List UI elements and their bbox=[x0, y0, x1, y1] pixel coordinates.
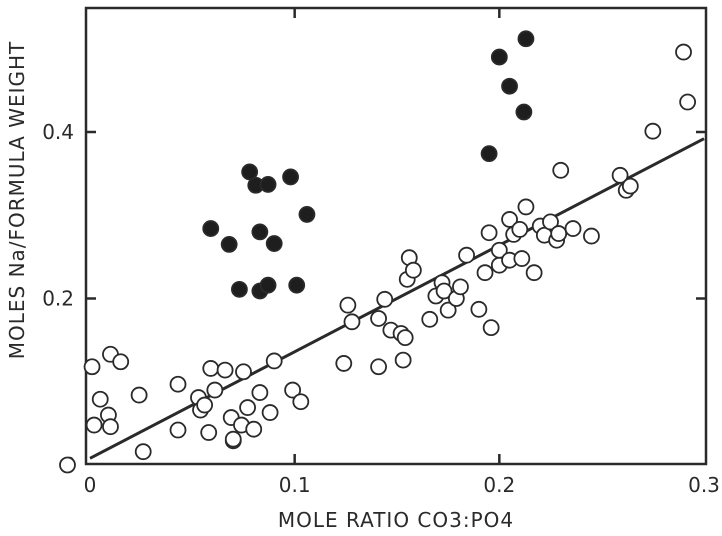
open-data-point-29 bbox=[284, 381, 302, 399]
filled-data-point-5 bbox=[251, 223, 269, 241]
filled-data-point-12 bbox=[298, 206, 316, 223]
open-data-point-57 bbox=[490, 241, 508, 259]
open-data-point-1 bbox=[85, 416, 103, 434]
axis-ticks bbox=[86, 8, 706, 464]
tick-labels: 0 0.1 0.2 0.3 0.2 0.4 0 bbox=[42, 120, 720, 497]
open-data-point-54 bbox=[480, 224, 498, 242]
open-data-point-52 bbox=[470, 300, 488, 318]
open-data-point-59 bbox=[501, 211, 518, 228]
plot-area bbox=[84, 6, 708, 466]
open-data-point-15 bbox=[200, 424, 218, 441]
open-data-point-51 bbox=[458, 246, 475, 264]
y-tick-label-1: 0.4 bbox=[42, 120, 74, 144]
open-data-point-71 bbox=[564, 220, 582, 237]
open-data-point-3 bbox=[91, 390, 109, 408]
open-data-point-61 bbox=[511, 221, 529, 238]
open-data-point-40 bbox=[396, 329, 414, 347]
filled-data-point-8 bbox=[259, 176, 277, 193]
open-data-point-23 bbox=[235, 363, 252, 381]
filled-data-point-16 bbox=[515, 103, 533, 121]
open-data-point-50 bbox=[452, 278, 469, 296]
filled-data-point-2 bbox=[231, 280, 248, 298]
open-data-point-27 bbox=[261, 404, 279, 421]
data-points bbox=[59, 30, 697, 474]
open-data-point-24 bbox=[239, 399, 256, 416]
open-data-point-77 bbox=[675, 43, 692, 61]
open-data-point-16 bbox=[202, 360, 220, 377]
regression-line bbox=[89, 137, 705, 460]
open-data-point-28 bbox=[265, 352, 283, 370]
x-axis-label: MOLE RATIO CO3:PO4 bbox=[278, 508, 514, 532]
open-data-point-73 bbox=[611, 166, 629, 184]
x-tick-label-0: 0 bbox=[84, 473, 97, 497]
open-data-point-62 bbox=[513, 250, 531, 267]
open-data-point-33 bbox=[343, 313, 361, 331]
open-data-point-2 bbox=[83, 358, 101, 376]
open-data-point-75 bbox=[621, 177, 639, 195]
filled-data-point-17 bbox=[517, 30, 535, 48]
open-data-point-43 bbox=[404, 261, 422, 279]
open-data-point-48 bbox=[439, 301, 457, 319]
open-data-point-35 bbox=[370, 310, 387, 327]
open-data-point-64 bbox=[525, 264, 543, 282]
open-data-point-47 bbox=[435, 282, 453, 300]
open-data-point-78 bbox=[679, 93, 697, 111]
filled-data-point-14 bbox=[490, 48, 508, 66]
filled-data-point-9 bbox=[265, 235, 283, 252]
open-data-point-36 bbox=[376, 290, 394, 308]
x-tick-label-1: 0.1 bbox=[279, 473, 311, 497]
open-data-point-55 bbox=[482, 319, 500, 337]
open-data-point-10 bbox=[169, 375, 187, 393]
open-data-point-17 bbox=[206, 381, 224, 399]
open-data-point-31 bbox=[335, 355, 353, 372]
open-data-point-8 bbox=[130, 386, 148, 404]
filled-data-point-3 bbox=[241, 163, 259, 181]
filled-data-point-10 bbox=[282, 168, 299, 186]
open-data-point-72 bbox=[583, 227, 600, 245]
filled-data-point-1 bbox=[220, 235, 238, 253]
open-data-point-69 bbox=[550, 225, 568, 242]
open-data-point-26 bbox=[251, 384, 269, 401]
open-data-point-9 bbox=[134, 443, 152, 461]
open-data-point-5 bbox=[102, 418, 119, 436]
open-data-point-25 bbox=[245, 420, 263, 438]
open-data-point-32 bbox=[339, 296, 357, 314]
open-data-point-0 bbox=[59, 456, 76, 474]
open-data-point-21 bbox=[224, 430, 242, 448]
open-data-point-14 bbox=[196, 396, 214, 414]
open-data-point-67 bbox=[542, 213, 559, 231]
x-tick-label-3: 0.3 bbox=[688, 473, 720, 497]
open-data-point-53 bbox=[476, 264, 494, 282]
open-data-point-34 bbox=[370, 358, 387, 376]
filled-data-point-15 bbox=[501, 77, 518, 95]
y-tick-label-0: 0.2 bbox=[42, 287, 74, 311]
open-data-point-44 bbox=[421, 310, 439, 328]
filled-data-point-11 bbox=[288, 276, 306, 294]
open-data-point-76 bbox=[644, 122, 662, 140]
filled-data-point-13 bbox=[480, 145, 498, 163]
open-data-point-11 bbox=[169, 421, 187, 439]
open-data-point-70 bbox=[552, 161, 570, 179]
open-data-point-39 bbox=[394, 351, 412, 369]
y-axis-label: MOLES Na/FORMULA WEIGHT bbox=[5, 41, 29, 360]
x-tick-label-2: 0.2 bbox=[483, 473, 515, 497]
open-data-point-30 bbox=[292, 393, 310, 411]
open-data-point-18 bbox=[216, 361, 234, 379]
open-data-point-7 bbox=[112, 353, 130, 371]
open-data-point-63 bbox=[517, 198, 535, 216]
filled-data-point-7 bbox=[259, 276, 277, 294]
filled-data-point-0 bbox=[202, 220, 220, 237]
